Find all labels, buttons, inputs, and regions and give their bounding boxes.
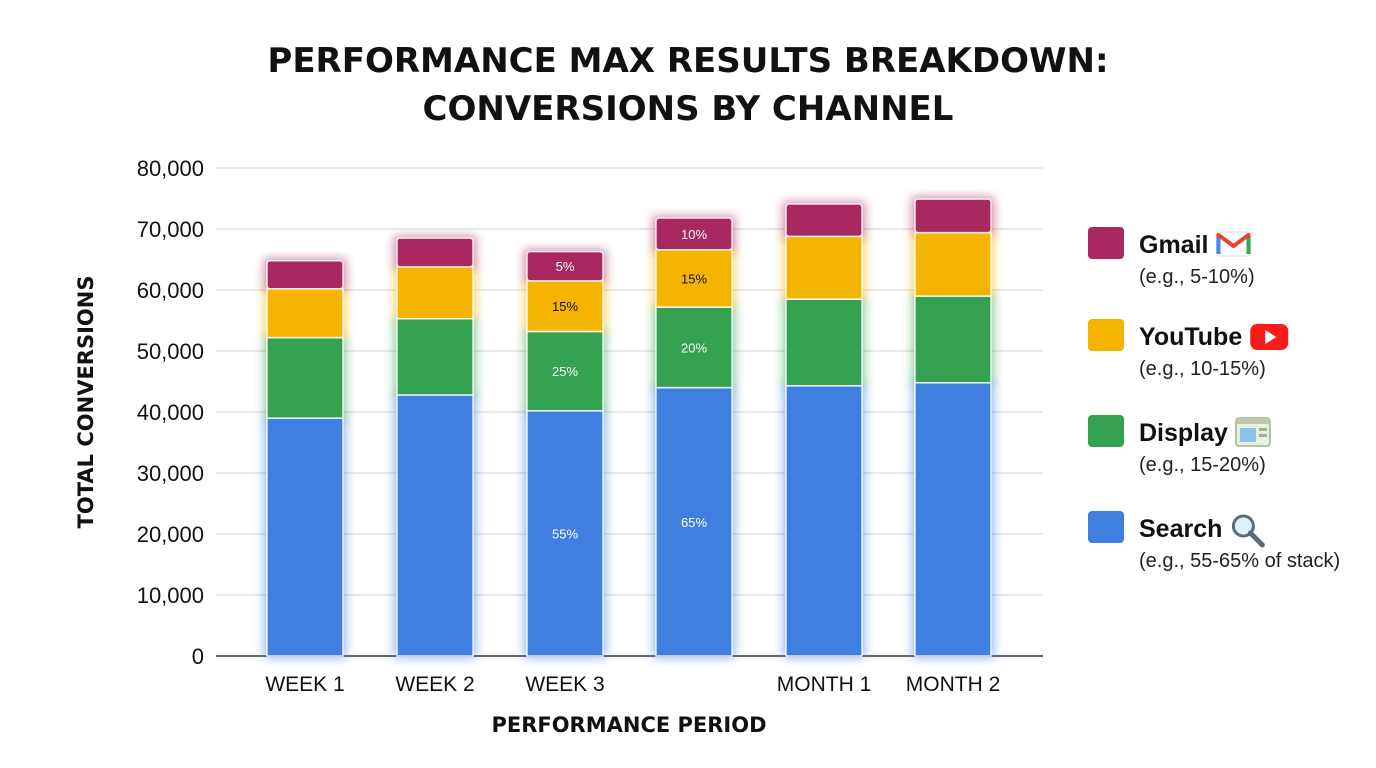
y-axis-label: TOTAL CONVERSIONS <box>74 276 98 529</box>
bar-segment-search <box>526 410 604 657</box>
y-tick-label: 20,000 <box>137 522 204 547</box>
bar-segment-youtube <box>396 266 474 320</box>
legend-note: (e.g., 15-20%) <box>1139 454 1266 476</box>
legend-swatch <box>1088 319 1124 351</box>
youtube-icon <box>1250 324 1289 350</box>
y-tick-label: 40,000 <box>137 400 204 425</box>
segment-label: 15% <box>681 271 707 286</box>
y-tick-label: 30,000 <box>137 461 204 486</box>
legend-item-gmail: Gmail (e.g., 5-10%) <box>1088 227 1255 288</box>
y-tick-label: 70,000 <box>137 217 204 242</box>
bar-segment-display <box>526 330 604 412</box>
bar-segment-youtube <box>785 235 863 300</box>
y-tick-label: 50,000 <box>137 339 204 364</box>
segment-label: 20% <box>681 340 707 355</box>
y-ticks: 0 10,000 20,000 30,000 40,000 50,000 60,000 70,… <box>137 156 204 669</box>
segment-label: 65% <box>681 515 707 530</box>
legend-note: (e.g., 10-15%) <box>1139 358 1266 380</box>
grid <box>216 167 1043 657</box>
x-tick-label: WEEK 1 <box>265 673 344 696</box>
search-icon <box>1231 514 1265 548</box>
bar-segment-search <box>396 394 474 657</box>
chart-title-line-2: CONVERSIONS BY CHANNEL <box>423 89 954 129</box>
legend-swatch <box>1088 511 1124 543</box>
segment-label: 10% <box>681 227 707 242</box>
bar-glow <box>264 197 994 658</box>
segment-label: 15% <box>552 299 578 314</box>
legend-item-display: Display (e.g., 15-20%) <box>1088 415 1271 476</box>
bar-segment-youtube <box>914 231 992 297</box>
bar-segment-search <box>914 381 992 657</box>
x-axis-label: PERFORMANCE PERIOD <box>491 713 766 737</box>
legend-item-youtube: YouTube (e.g., 10-15%) <box>1088 319 1289 380</box>
segment-label: 25% <box>552 364 578 379</box>
segment-labels: 55% 25% 15% 5% 65% 20% 15% 10% <box>552 227 707 542</box>
segment-label: 55% <box>552 526 578 541</box>
bar-segment-display <box>266 336 344 419</box>
bar-segment-youtube <box>266 288 344 339</box>
legend-swatch <box>1088 415 1124 447</box>
y-tick-label: 60,000 <box>137 278 204 303</box>
bar-segment-search <box>266 417 344 657</box>
legend-swatch <box>1088 227 1124 259</box>
y-tick-label: 10,000 <box>137 583 204 608</box>
bar-segment-gmail <box>914 198 992 234</box>
x-ticks: WEEK 1 WEEK 2 WEEK 3 MONTH 1 MONTH 2 <box>265 673 1000 696</box>
bar-segment-search <box>785 385 863 657</box>
x-tick-label: MONTH 2 <box>906 673 1001 696</box>
bar-segment-gmail <box>655 217 733 251</box>
chart-title-line-1: PERFORMANCE MAX RESULTS BREAKDOWN: <box>267 41 1108 81</box>
legend-note: (e.g., 5-10%) <box>1139 266 1255 288</box>
x-tick-label: WEEK 2 <box>395 673 474 696</box>
bars <box>266 198 992 657</box>
bar-segment-gmail <box>396 237 474 268</box>
bar-segment-display <box>785 298 863 387</box>
legend-note: (e.g., 55-65% of stack) <box>1139 550 1340 572</box>
bar-segment-gmail <box>526 250 604 282</box>
segment-label: 5% <box>556 259 575 274</box>
display-icon <box>1235 417 1271 447</box>
legend-label: YouTube <box>1139 323 1242 351</box>
legend-item-search: Search (e.g., 55-65% of stack) <box>1088 511 1340 572</box>
x-tick-label: WEEK 3 <box>525 673 604 696</box>
bar-segment-gmail <box>785 203 863 238</box>
bar-segment-gmail <box>266 259 344 290</box>
bar-segment-display <box>655 306 733 389</box>
legend-label: Display <box>1139 419 1228 447</box>
gmail-icon <box>1215 231 1251 257</box>
bar-segment-display <box>914 295 992 384</box>
legend: Gmail (e.g., 5-10%) YouTube (e.g., 10-15%) D… <box>1088 227 1340 572</box>
y-tick-label: 0 <box>192 644 204 669</box>
x-tick-label: MONTH 1 <box>777 673 872 696</box>
legend-label: Search <box>1139 515 1222 543</box>
bar-segment-search <box>655 386 733 657</box>
bar-segment-display <box>396 317 474 396</box>
y-tick-label: 80,000 <box>137 156 204 181</box>
legend-label: Gmail <box>1139 231 1208 259</box>
